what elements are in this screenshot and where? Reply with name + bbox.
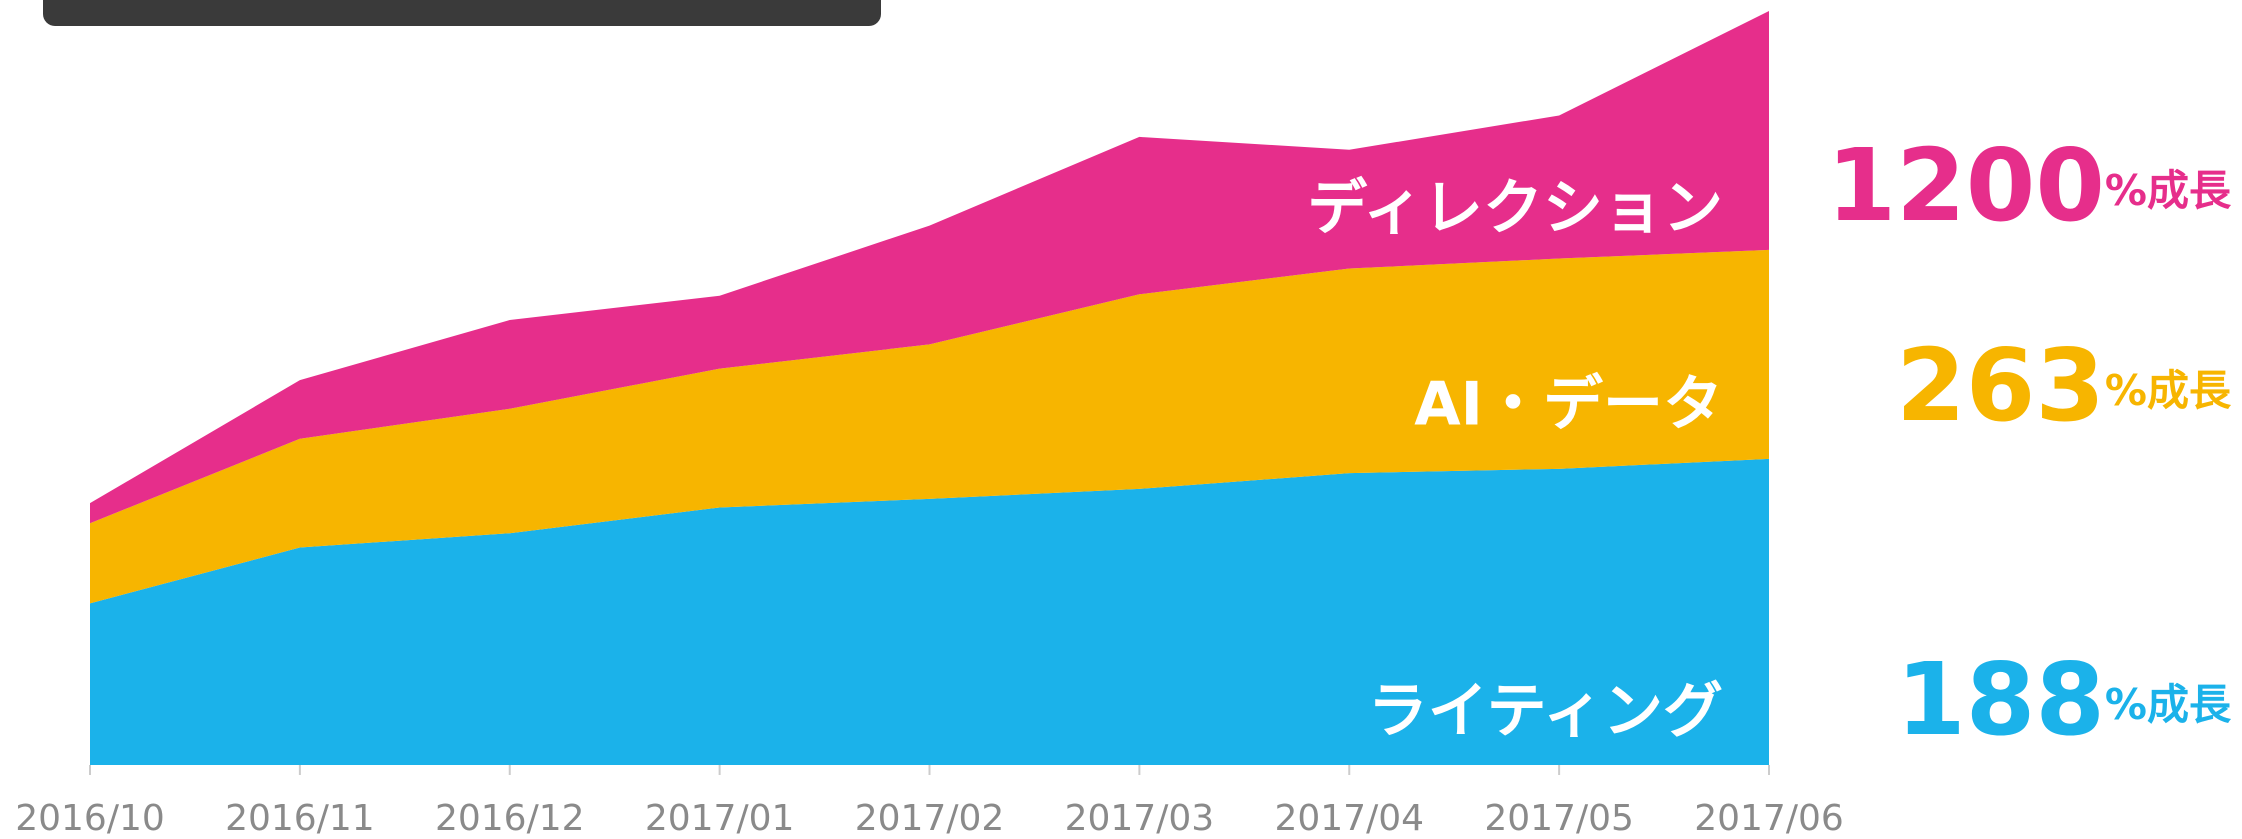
x-tick-label: 2017/05 — [1484, 798, 1634, 839]
growth-suffix: %成長 — [2105, 166, 2232, 215]
growth-value: 263 — [1896, 327, 2105, 444]
area — [90, 249, 1769, 604]
growth-value: 188 — [1896, 641, 2105, 758]
x-tick-label: 2017/06 — [1694, 798, 1844, 839]
growth-suffix: %成長 — [2105, 680, 2232, 729]
x-tick-label: 2017/03 — [1065, 798, 1215, 839]
area — [90, 458, 1769, 765]
series-label: ライティング — [1368, 677, 1723, 747]
x-tick-label: 2016/11 — [225, 798, 375, 839]
growth-label: 188%成長 — [1896, 641, 2232, 758]
series-label: AI・データ — [1414, 370, 1723, 440]
title-box — [43, 0, 881, 26]
growth-label: 1200%成長 — [1827, 127, 2232, 244]
x-tick-label: 2016/12 — [435, 798, 585, 839]
growth-value: 1200 — [1827, 127, 2105, 244]
growth-label: 263%成長 — [1896, 327, 2232, 444]
x-tick-label: 2017/01 — [645, 798, 795, 839]
x-tick-label: 2016/10 — [15, 798, 165, 839]
x-tick-label: 2017/02 — [855, 798, 1005, 839]
series-label: ディレクション — [1307, 174, 1723, 244]
area — [90, 11, 1769, 524]
x-tick-label: 2017/04 — [1274, 798, 1424, 839]
growth-suffix: %成長 — [2105, 366, 2232, 415]
